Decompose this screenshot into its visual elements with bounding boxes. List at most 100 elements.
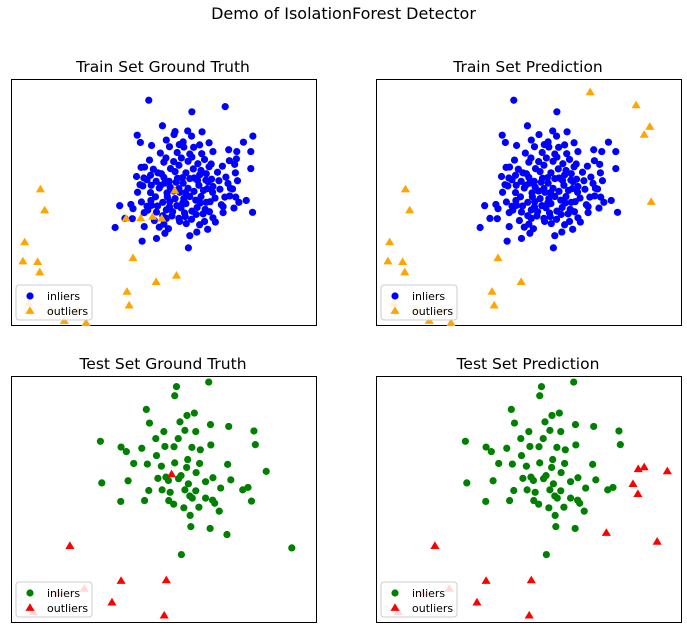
inlier-point	[147, 201, 156, 209]
inlier-point	[505, 174, 513, 182]
figure-suptitle: Demo of IsolationForest Detector	[211, 4, 476, 23]
axes-frame	[376, 376, 682, 623]
inlier-point	[592, 476, 600, 484]
inlier-point	[561, 459, 569, 468]
series-inliers	[96, 378, 296, 559]
inlier-point	[570, 163, 578, 171]
inlier-point	[596, 160, 604, 168]
inlier-point	[188, 108, 196, 116]
inlier-point	[215, 177, 223, 185]
outlier-point	[646, 197, 656, 205]
inlier-point	[202, 176, 210, 184]
legend-outliers-label: outliers	[412, 602, 453, 615]
inlier-point	[493, 215, 501, 223]
inlier-point	[160, 173, 168, 181]
inlier-point	[549, 480, 557, 488]
inlier-point	[530, 203, 539, 211]
inlier-point	[508, 460, 516, 468]
inlier-point	[552, 215, 561, 223]
inlier-point	[98, 479, 106, 487]
legend-inliers-label: inliers	[412, 290, 445, 303]
inlier-point	[221, 103, 229, 111]
scatter-panel-test-prediction: inliers outliers	[376, 376, 682, 623]
inlier-point	[216, 185, 224, 193]
inlier-point	[171, 392, 179, 400]
inlier-point	[192, 468, 200, 477]
inlier-point	[190, 143, 198, 151]
inlier-point	[225, 146, 233, 154]
inlier-point	[138, 237, 146, 245]
inlier-point	[557, 487, 565, 495]
inlier-point	[192, 427, 200, 436]
inlier-point	[530, 143, 539, 151]
inlier-point	[182, 199, 190, 208]
inlier-point	[551, 492, 559, 500]
inlier-point	[548, 411, 556, 420]
inlier-point	[510, 156, 519, 164]
outlier-point	[107, 597, 117, 606]
inlier-point	[163, 193, 171, 201]
inlier-point	[576, 194, 584, 202]
inlier-point	[590, 146, 598, 154]
inlier-point	[574, 147, 582, 156]
inlier-point	[563, 128, 571, 136]
inlier-point	[222, 173, 230, 181]
inlier-point	[557, 210, 565, 219]
inlier-point	[505, 496, 514, 505]
inlier-point	[187, 132, 196, 140]
scatter-panel-train-ground-truth: inliers outliers	[11, 79, 317, 327]
inlier-point	[604, 138, 613, 146]
inlier-point	[224, 460, 232, 468]
inlier-point	[505, 223, 513, 231]
inlier-point	[196, 459, 204, 468]
inlier-point	[571, 420, 580, 429]
inlier-point	[193, 228, 201, 236]
outlier-point	[65, 541, 75, 549]
outlier-point	[526, 575, 536, 584]
inlier-point	[503, 237, 511, 245]
outlier-point	[585, 87, 595, 96]
inlier-point	[487, 448, 495, 456]
inlier-point	[183, 463, 191, 472]
series-inliers	[111, 96, 257, 252]
inlier-point	[482, 443, 490, 451]
inlier-point	[140, 163, 149, 171]
inlier-point	[511, 171, 520, 179]
inlier-point	[224, 179, 232, 188]
outlier-point	[161, 575, 171, 584]
legend-inliers-marker	[391, 589, 399, 597]
inlier-point	[566, 478, 575, 486]
inlier-point	[192, 210, 200, 219]
inlier-point	[489, 477, 497, 485]
outlier-point	[524, 610, 534, 619]
inlier-point	[174, 434, 182, 443]
inlier-point	[531, 488, 539, 496]
inlier-point	[609, 483, 617, 492]
inlier-point	[535, 443, 543, 451]
inlier-point	[557, 427, 565, 436]
inlier-point	[180, 209, 189, 217]
inlier-point	[580, 177, 588, 185]
inlier-point	[517, 208, 526, 216]
inlier-point	[176, 418, 184, 426]
inlier-point	[137, 198, 146, 206]
inlier-point	[132, 172, 141, 181]
inlier-point	[589, 179, 597, 188]
legend-inliers-marker	[26, 589, 34, 597]
legend-inliers-marker	[26, 292, 34, 300]
inlier-point	[512, 181, 520, 189]
inlier-point	[140, 223, 148, 231]
inlier-point	[129, 205, 137, 213]
inlier-point	[526, 442, 534, 451]
inlier-point	[549, 455, 557, 464]
outlier-point	[652, 537, 662, 545]
inlier-point	[225, 422, 233, 431]
inlier-point	[586, 193, 594, 201]
inlier-point	[162, 136, 170, 144]
inlier-point	[152, 208, 161, 216]
inlier-point	[554, 165, 562, 173]
inlier-point	[476, 223, 484, 232]
inlier-point	[187, 523, 195, 531]
inlier-point	[616, 441, 624, 449]
inlier-point	[145, 96, 153, 104]
